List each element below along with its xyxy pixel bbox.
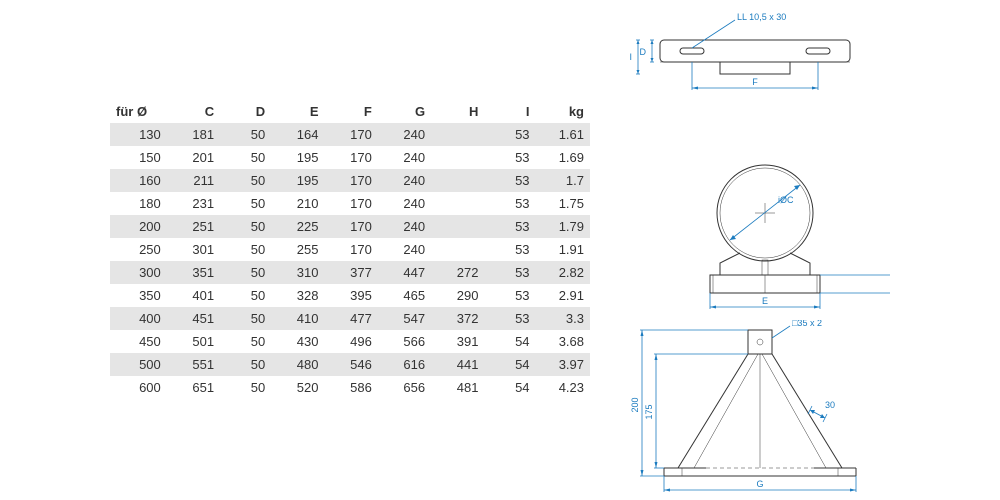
label-d: D xyxy=(640,47,647,57)
table-row: 20025150225170240531.79 xyxy=(110,215,590,238)
label-ll: LL 10,5 x 30 xyxy=(737,12,786,22)
label-box: □35 x 2 xyxy=(792,320,822,328)
col-header: für Ø xyxy=(110,100,167,123)
table-row: 40045150410477547372533.3 xyxy=(110,307,590,330)
col-header: kg xyxy=(536,100,590,123)
table-row: 25030150255170240531.91 xyxy=(110,238,590,261)
spec-table: für ØCDEFGHIkg 13018150164170240531.6115… xyxy=(110,100,590,399)
col-header: E xyxy=(271,100,324,123)
table-row: 16021150195170240531.7 xyxy=(110,169,590,192)
label-f: F xyxy=(752,77,758,87)
drawing-bottom: □35 x 2 30 xyxy=(620,320,920,498)
label-e: E xyxy=(762,296,768,306)
table-row: 45050150430496566391543.68 xyxy=(110,330,590,353)
label-200: 200 xyxy=(630,397,640,412)
col-header: G xyxy=(378,100,431,123)
table-row: 35040150328395465290532.91 xyxy=(110,284,590,307)
label-30: 30 xyxy=(825,400,835,410)
col-header: F xyxy=(325,100,378,123)
table-row: 30035150310377447272532.82 xyxy=(110,261,590,284)
table-row: 18023150210170240531.75 xyxy=(110,192,590,215)
col-header: C xyxy=(167,100,220,123)
col-header: I xyxy=(484,100,535,123)
label-175: 175 xyxy=(644,404,654,419)
table-row: 60065150520586656481544.23 xyxy=(110,376,590,399)
col-header: H xyxy=(431,100,484,123)
col-header: D xyxy=(220,100,271,123)
label-g: G xyxy=(756,479,763,489)
drawing-top: LL 10,5 x 30 D I F xyxy=(620,10,920,100)
table-row: 15020150195170240531.69 xyxy=(110,146,590,169)
label-i: I xyxy=(629,52,632,62)
table-row: 50055150480546616441543.97 xyxy=(110,353,590,376)
label-c: iØC xyxy=(778,195,794,205)
drawing-middle: iØC E xyxy=(660,155,920,320)
table-row: 13018150164170240531.61 xyxy=(110,123,590,146)
